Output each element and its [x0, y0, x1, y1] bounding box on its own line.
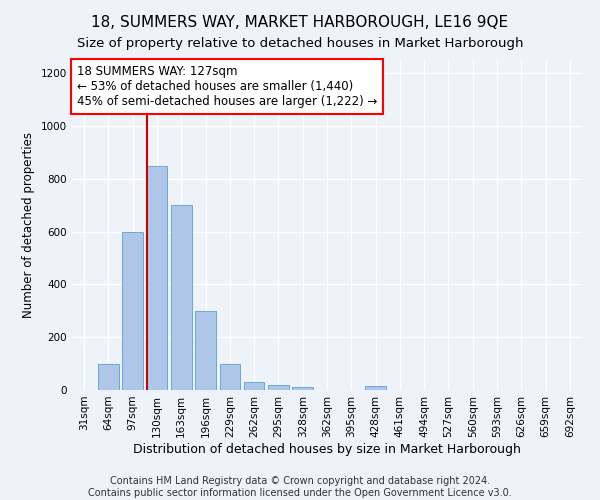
Bar: [195, 311, 216, 390]
Bar: [171, 205, 191, 390]
X-axis label: Distribution of detached houses by size in Market Harborough: Distribution of detached houses by size …: [133, 442, 521, 456]
Bar: [122, 232, 143, 390]
Bar: [244, 382, 265, 390]
Bar: [98, 364, 119, 390]
Text: 18, SUMMERS WAY, MARKET HARBOROUGH, LE16 9QE: 18, SUMMERS WAY, MARKET HARBOROUGH, LE16…: [91, 15, 509, 30]
Bar: [220, 364, 240, 390]
Text: 18 SUMMERS WAY: 127sqm
← 53% of detached houses are smaller (1,440)
45% of semi-: 18 SUMMERS WAY: 127sqm ← 53% of detached…: [77, 65, 377, 108]
Text: Size of property relative to detached houses in Market Harborough: Size of property relative to detached ho…: [77, 38, 523, 51]
Y-axis label: Number of detached properties: Number of detached properties: [22, 132, 35, 318]
Bar: [268, 384, 289, 390]
Bar: [146, 166, 167, 390]
Text: Contains HM Land Registry data © Crown copyright and database right 2024.
Contai: Contains HM Land Registry data © Crown c…: [88, 476, 512, 498]
Bar: [292, 388, 313, 390]
Bar: [365, 386, 386, 390]
